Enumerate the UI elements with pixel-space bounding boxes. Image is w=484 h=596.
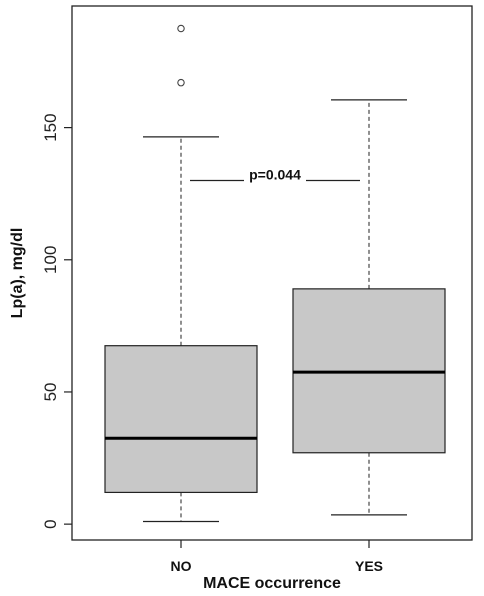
x-tick-label: YES [355, 558, 383, 574]
y-tick-label: 0 [41, 519, 60, 528]
x-axis: NO YES [171, 540, 383, 574]
y-tick-label: 100 [41, 246, 60, 274]
plot-frame [71, 5, 473, 541]
y-tick-label: 50 [41, 382, 60, 401]
boxes-layer [104, 24, 446, 523]
y-tick-label: 150 [41, 113, 60, 141]
outlier-point [177, 24, 185, 33]
y-axis: 0 50 100 150 [41, 113, 72, 529]
x-tick-label: NO [171, 558, 192, 574]
y-axis-title: Lp(a), mg/dl [9, 228, 26, 319]
iqr-box [104, 345, 258, 494]
p-value-annotation: p=0.044 [190, 166, 360, 182]
box-yes [292, 99, 446, 516]
x-axis-title: MACE occurrence [203, 575, 341, 592]
outlier-point [177, 78, 185, 87]
p-value-label: p=0.044 [249, 166, 301, 182]
box-no [104, 24, 258, 523]
